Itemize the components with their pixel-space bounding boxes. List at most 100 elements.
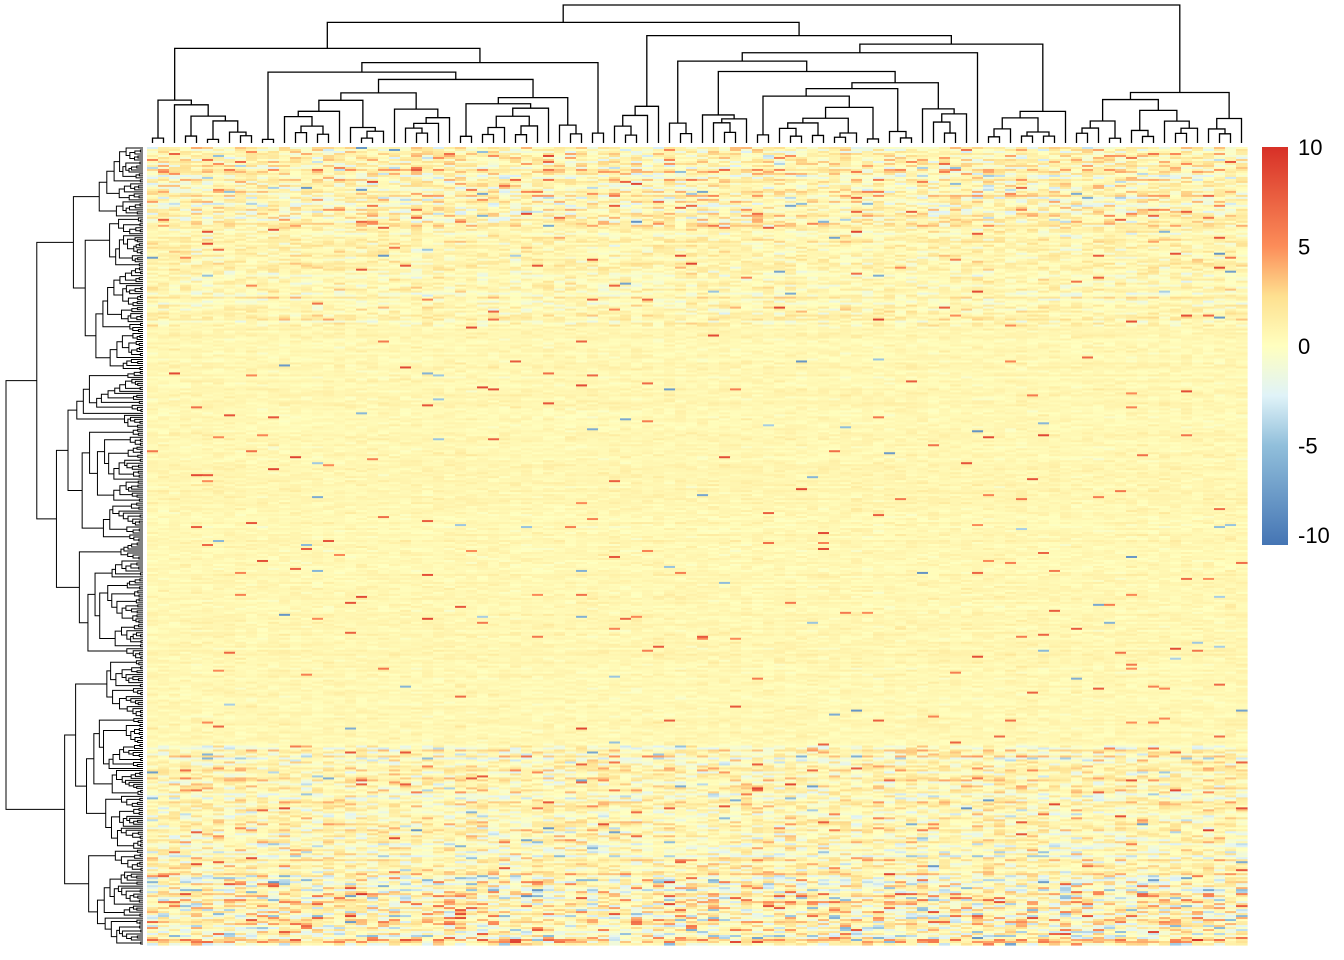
- heatmap-cell: [268, 158, 280, 162]
- row-dendrogram-branch: [138, 620, 143, 624]
- heatmap-cell: [752, 147, 764, 150]
- heatmap-cell: [202, 147, 214, 150]
- heatmap-cell: [862, 152, 874, 156]
- heatmap-cell: [1214, 156, 1226, 160]
- heatmap-cell: [895, 147, 907, 150]
- heatmap-cell: [807, 162, 819, 166]
- heatmap-cell: [598, 149, 610, 152]
- heatmap-cell: [862, 154, 874, 158]
- heatmap-cell: [807, 156, 819, 160]
- heatmap-cell: [917, 158, 929, 162]
- heatmap-cell: [1027, 147, 1039, 150]
- heatmap-cell: [422, 150, 434, 154]
- heatmap-cell: [521, 162, 533, 166]
- heatmap-cell: [785, 162, 797, 166]
- heatmap-cell: [367, 160, 379, 164]
- heatmap-cell: [851, 147, 863, 150]
- heatmap-cell: [554, 149, 566, 152]
- heatmap-cell: [554, 147, 566, 150]
- row-dendrogram-branch: [136, 875, 143, 879]
- column-dendrogram-branch: [415, 132, 429, 143]
- row-dendrogram-branch: [107, 585, 128, 602]
- row-dendrogram-branch: [136, 935, 143, 939]
- heatmap-cell: [1104, 158, 1116, 162]
- heatmap-cell: [1027, 156, 1039, 160]
- heatmap-cell: [928, 158, 940, 162]
- column-dendrogram-branch: [465, 103, 532, 137]
- heatmap-cell: [180, 160, 192, 164]
- heatmap-cell: [301, 152, 313, 156]
- heatmap-cell: [510, 158, 522, 162]
- heatmap-cell: [466, 147, 478, 150]
- heatmap-cell: [279, 162, 291, 166]
- row-dendrogram-branch: [94, 572, 113, 617]
- heatmap-cell: [1082, 160, 1094, 164]
- row-dendrogram-branch: [133, 371, 143, 376]
- heatmap-cell: [620, 152, 632, 156]
- heatmap-cell: [576, 154, 588, 158]
- column-dendrogram-branch: [377, 78, 534, 98]
- row-dendrogram-branch: [76, 400, 125, 420]
- heatmap-cell: [554, 162, 566, 166]
- heatmap-cell: [1093, 152, 1105, 156]
- row-dendrogram-branch: [136, 881, 143, 885]
- heatmap-cell: [433, 162, 445, 166]
- row-dendrogram-branch: [102, 300, 130, 328]
- row-dendrogram-branch: [130, 416, 143, 422]
- heatmap-cell: [246, 150, 258, 154]
- heatmap-cell: [279, 154, 291, 158]
- heatmap-cell: [807, 150, 819, 154]
- row-dendrogram-branch: [106, 170, 120, 194]
- heatmap-cell: [444, 158, 456, 162]
- heatmap-cell: [796, 158, 808, 162]
- heatmap-cell: [257, 152, 269, 156]
- heatmap-cell: [906, 156, 918, 160]
- heatmap-cell: [378, 150, 390, 154]
- heatmap-cell: [664, 154, 676, 158]
- row-dendrogram-branch: [138, 506, 143, 510]
- heatmap-cell: [642, 156, 654, 160]
- heatmap-cell: [1137, 160, 1149, 164]
- heatmap-cell: [191, 150, 203, 154]
- heatmap-cell: [1203, 147, 1215, 150]
- heatmap-cell: [697, 158, 709, 162]
- row-dendrogram-branch: [115, 248, 140, 266]
- heatmap-cell: [631, 158, 643, 162]
- heatmap-cell: [1214, 149, 1226, 152]
- heatmap-cell: [1038, 149, 1050, 152]
- heatmap-cell: [818, 156, 830, 160]
- row-dendrogram-branch: [81, 452, 104, 529]
- heatmap-cell: [510, 160, 522, 164]
- heatmap-cell: [378, 147, 390, 150]
- column-dendrogram-branch: [866, 138, 880, 143]
- column-dendrogram-branch: [425, 117, 451, 143]
- heatmap-cell: [455, 154, 467, 158]
- heatmap-cell: [455, 149, 467, 152]
- row-dendrogram-branch: [119, 151, 127, 173]
- heatmap-cell: [466, 160, 478, 164]
- row-dendrogram-branch: [130, 166, 143, 171]
- row-dendrogram-branch: [138, 732, 143, 736]
- heatmap-cell: [1159, 147, 1171, 150]
- heatmap-cell: [697, 149, 709, 152]
- heatmap-cell: [983, 156, 995, 160]
- heatmap-cell: [1181, 149, 1193, 152]
- row-dendrogram-branch: [139, 652, 143, 656]
- heatmap-cell: [290, 150, 302, 154]
- heatmap-cell: [499, 158, 511, 162]
- heatmap-cell: [169, 162, 181, 166]
- heatmap-cell: [433, 154, 445, 158]
- heatmap-cell: [191, 160, 203, 164]
- heatmap-cell: [818, 160, 830, 164]
- heatmap-cell: [1071, 150, 1083, 154]
- row-dendrogram-branch: [140, 251, 143, 255]
- heatmap-cell: [1049, 150, 1061, 154]
- row-dendrogram-branch: [138, 728, 143, 732]
- row-dendrogram-branch: [137, 849, 143, 853]
- heatmap-cell: [576, 162, 588, 166]
- row-dendrogram-branch: [75, 683, 107, 787]
- heatmap-cell: [785, 156, 797, 160]
- heatmap-cell: [411, 156, 423, 160]
- heatmap-cell: [323, 149, 335, 152]
- heatmap-cell: [950, 154, 962, 158]
